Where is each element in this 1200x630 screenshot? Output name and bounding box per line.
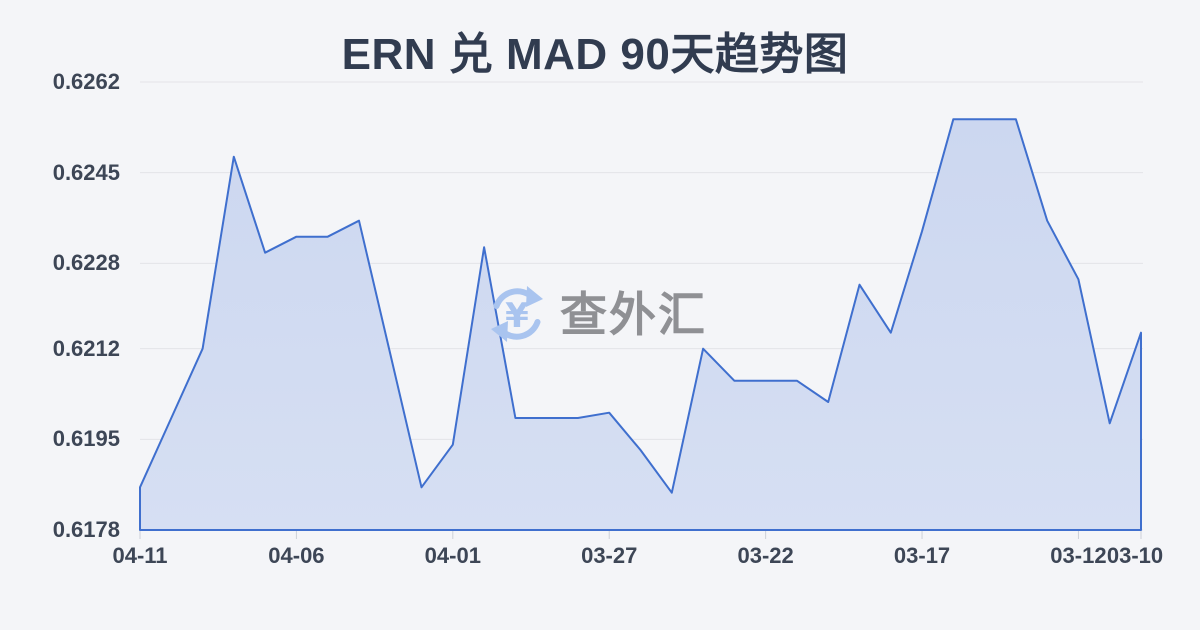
y-axis-label: 0.6212	[52, 335, 120, 361]
x-axis-label: 03-22	[737, 543, 794, 568]
x-axis-label: 03-27	[581, 543, 638, 568]
y-axis-label: 0.6228	[52, 250, 120, 276]
x-axis-label: 03-17	[893, 543, 951, 568]
x-axis-label: 04-01	[424, 543, 481, 568]
y-axis-label: 0.6195	[52, 426, 120, 452]
x-axis-label: 03-10	[1106, 543, 1164, 568]
x-axis-label: 04-06	[268, 543, 325, 568]
chart-title: ERN 兑 MAD 90天趋势图	[341, 30, 849, 79]
x-axis-label: 04-11	[112, 543, 168, 568]
price-area-series	[139, 118, 1142, 531]
x-axis-label: 03-12	[1050, 543, 1107, 568]
y-axis-label: 0.6178	[52, 517, 120, 542]
y-axis-label: 0.6262	[52, 69, 120, 94]
y-axis-label: 0.6245	[52, 159, 120, 185]
